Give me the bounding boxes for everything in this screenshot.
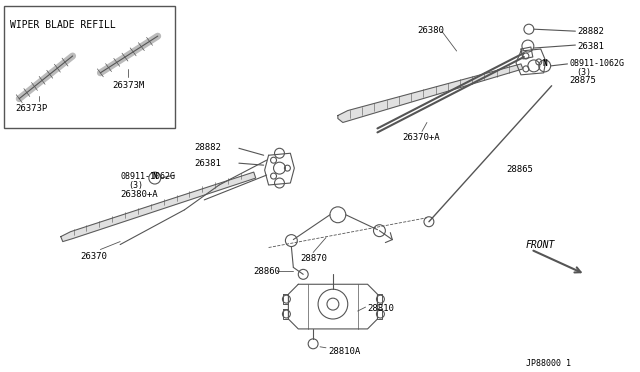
Text: 28860: 28860 xyxy=(253,267,280,276)
Text: N: N xyxy=(152,171,157,180)
Text: JP88000 1: JP88000 1 xyxy=(526,359,571,368)
Text: 08911-1062G: 08911-1062G xyxy=(570,59,625,68)
Text: 26380+A: 26380+A xyxy=(120,190,158,199)
Text: 26373M: 26373M xyxy=(112,81,145,90)
Text: 28882: 28882 xyxy=(195,143,221,152)
Text: 26381: 26381 xyxy=(195,159,221,168)
Text: WIPER BLADE REFILL: WIPER BLADE REFILL xyxy=(10,20,116,30)
Polygon shape xyxy=(61,172,256,241)
Text: 28882: 28882 xyxy=(577,27,604,36)
Polygon shape xyxy=(338,64,523,122)
Text: FRONT: FRONT xyxy=(526,240,556,250)
Text: (3): (3) xyxy=(128,181,143,190)
Text: (3): (3) xyxy=(577,68,591,77)
Text: 26370+A: 26370+A xyxy=(402,134,440,142)
Text: 26380: 26380 xyxy=(417,26,444,35)
Text: 08911-1062G: 08911-1062G xyxy=(120,172,175,181)
Text: 28875: 28875 xyxy=(570,76,596,85)
Text: N: N xyxy=(542,60,547,68)
Text: 28810A: 28810A xyxy=(328,347,360,356)
Bar xyxy=(4,6,175,128)
Text: 28865: 28865 xyxy=(506,165,533,174)
Text: 28870: 28870 xyxy=(300,254,327,263)
Text: 28810: 28810 xyxy=(367,304,394,313)
Text: 26370: 26370 xyxy=(81,251,108,260)
Text: 26381: 26381 xyxy=(577,42,604,51)
Text: 26373P: 26373P xyxy=(15,104,47,113)
